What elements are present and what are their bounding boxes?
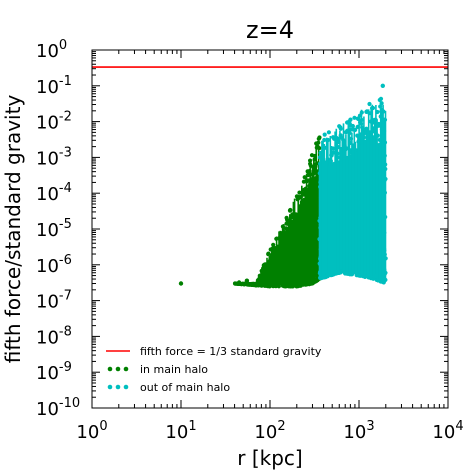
- y-axis-label: fifth force/standard gravity: [1, 95, 25, 364]
- data-point: [284, 215, 289, 220]
- data-point: [297, 190, 302, 195]
- legend-label: out of main halo: [140, 381, 230, 394]
- legend-dot-swatch: [123, 384, 129, 390]
- data-point: [266, 252, 271, 257]
- data-point: [377, 97, 382, 103]
- legend-label: fifth force = 1/3 standard gravity: [140, 345, 322, 358]
- y-tick-label: 10-3: [36, 145, 72, 169]
- x-tick-label: 103: [343, 419, 374, 443]
- legend-dot-swatch: [115, 366, 121, 372]
- data-point: [316, 140, 321, 145]
- data-point: [317, 135, 322, 140]
- y-tick-label: 10-7: [36, 289, 72, 313]
- data-point: [347, 119, 352, 124]
- data-point: [352, 115, 357, 120]
- legend-dot-swatch: [123, 366, 129, 372]
- x-tick-label: 101: [165, 419, 196, 443]
- data-point: [322, 132, 327, 137]
- data-point: [322, 137, 327, 143]
- data-point: [326, 130, 331, 135]
- series-2-points: [317, 83, 388, 285]
- legend-dot-swatch: [115, 384, 121, 390]
- legend-dot-swatch: [107, 384, 113, 390]
- chart-title: z=4: [246, 16, 294, 44]
- x-tick-labels: 100 101 102 103 104: [76, 419, 463, 443]
- data-point: [333, 271, 338, 276]
- data-point: [364, 126, 369, 131]
- y-tick-label: 10-1: [36, 74, 72, 98]
- data-point: [330, 272, 335, 277]
- y-tick-label: 10-4: [36, 181, 72, 205]
- data-point: [380, 83, 385, 89]
- x-tick-label: 102: [254, 419, 285, 443]
- ticks-layer: [91, 49, 449, 409]
- y-tick-label: 10-8: [36, 324, 72, 348]
- y-tick-label: 100: [36, 38, 67, 62]
- legend-dot-swatch: [107, 366, 113, 372]
- y-tick-label: 10-5: [36, 217, 72, 241]
- y-tick-labels: 100 10-1 10-2 10-3 10-4 10-5 10-6 10-7 10-8 10-9 1…: [36, 38, 80, 420]
- data-point: [244, 278, 250, 283]
- y-tick-label: 10-6: [36, 253, 72, 277]
- legend: fifth force = 1/3 standard gravity in mai…: [106, 345, 322, 394]
- series-layer: [178, 83, 388, 289]
- y-tick-label: 10-10: [36, 396, 80, 420]
- data-point: [331, 135, 336, 140]
- data-point: [381, 280, 386, 285]
- data-point: [236, 280, 242, 285]
- y-tick-label: 10-2: [36, 110, 72, 134]
- data-point: [302, 175, 307, 180]
- data-point: [350, 123, 355, 129]
- data-point: [301, 187, 307, 192]
- data-point: [294, 194, 299, 199]
- x-tick-label: 104: [432, 419, 463, 443]
- legend-label: in main halo: [140, 363, 208, 376]
- data-point: [378, 104, 383, 109]
- x-tick-label: 100: [76, 419, 107, 443]
- data-point: [301, 179, 306, 184]
- data-point: [357, 273, 362, 278]
- x-axis-label: r [kpc]: [237, 446, 302, 470]
- series-1-points: [178, 135, 322, 289]
- y-tick-label: 10-9: [36, 360, 72, 384]
- data-point: [308, 158, 313, 163]
- data-point: [287, 208, 293, 213]
- data-point: [379, 101, 384, 106]
- data-point: [338, 126, 343, 131]
- data-point: [367, 101, 372, 107]
- data-point: [311, 280, 316, 285]
- data-point: [178, 281, 184, 286]
- data-point: [376, 278, 381, 283]
